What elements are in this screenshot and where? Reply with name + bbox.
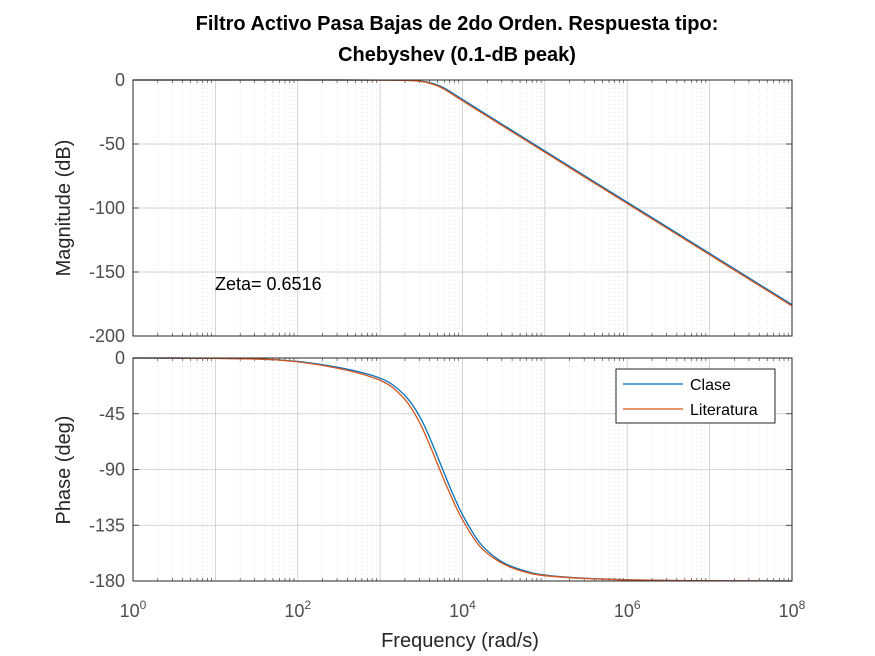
series-line-clase: [132, 357, 793, 582]
x-tick-label: 108: [779, 598, 806, 621]
magnitude-y-ticks: 0 -50 -100 -150 -200: [89, 70, 792, 346]
legend-label-literatura: Literatura: [690, 402, 758, 419]
y-tick-label: -45: [99, 404, 125, 424]
x-axis-label: Frequency (rad/s): [381, 630, 539, 652]
x-tick-label: 102: [284, 598, 311, 621]
y-tick-label: 0: [115, 348, 125, 368]
phase-y-ticks: 0 -45 -90 -135 -180: [89, 348, 792, 591]
phase-panel: 0 -45 -90 -135 -180 100 102 104 106 108 Phase (d…: [53, 348, 806, 652]
zeta-annotation: Zeta= 0.6516: [215, 274, 322, 294]
x-tick-label: 106: [614, 598, 641, 621]
y-tick-label: -135: [89, 515, 125, 535]
x-tick-label: 100: [120, 598, 147, 621]
legend-box: [615, 368, 776, 424]
phase-x-ticks: 100 102 104 106 108: [120, 598, 806, 621]
phase-y-label: Phase (deg): [53, 416, 75, 525]
y-tick-label: -200: [89, 326, 125, 346]
legend-label-clase: Clase: [690, 377, 731, 394]
y-tick-label: -90: [99, 460, 125, 480]
y-tick-label: -180: [89, 571, 125, 591]
legend: Clase Literatura: [615, 368, 776, 424]
y-tick-label: 0: [115, 70, 125, 90]
x-tick-label: 104: [449, 598, 476, 621]
y-tick-label: -50: [99, 134, 125, 154]
series-line-literatura: [132, 357, 793, 582]
phase-series: [132, 357, 793, 582]
chart-title-line2: Chebyshev (0.1-dB peak): [338, 44, 576, 66]
y-tick-label: -150: [89, 262, 125, 282]
magnitude-panel: 0 -50 -100 -150 -200 Magnitude (dB) Zeta= 0.…: [53, 70, 793, 346]
chart-title-line1: Filtro Activo Pasa Bajas de 2do Orden. R…: [196, 13, 719, 35]
y-tick-label: -100: [89, 198, 125, 218]
magnitude-y-label: Magnitude (dB): [53, 140, 75, 277]
